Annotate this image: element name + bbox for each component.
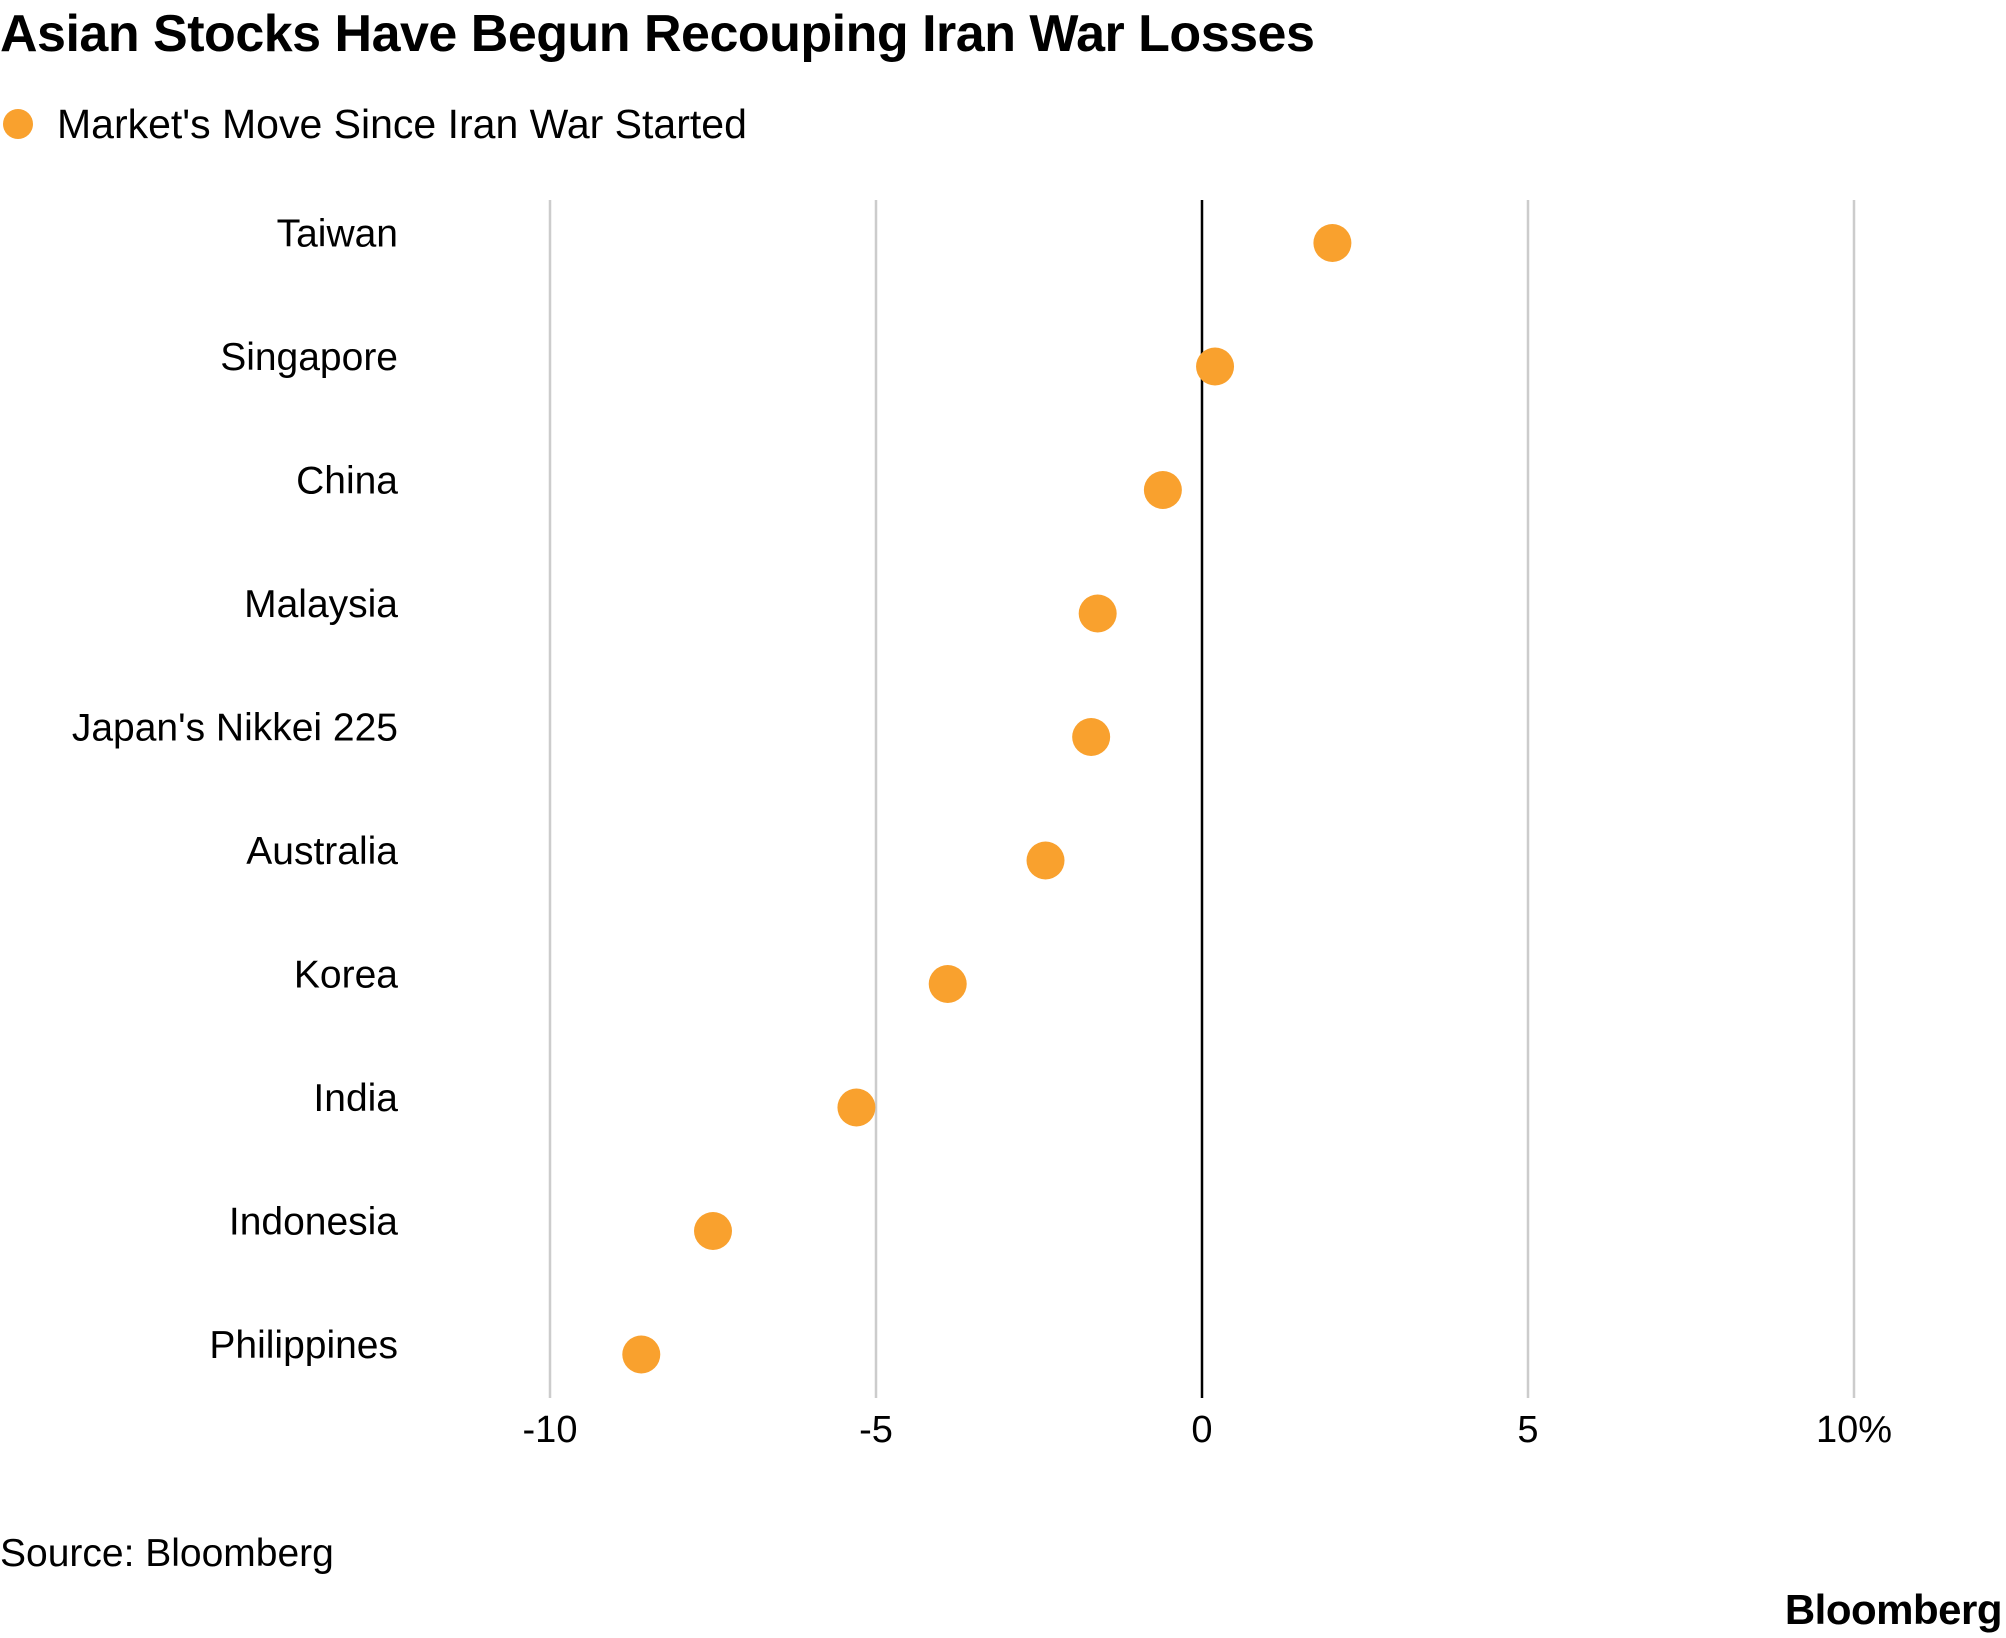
x-tick-label: -5 <box>859 1409 893 1451</box>
gridlines <box>548 200 1856 1398</box>
chart-title: Asian Stocks Have Begun Recouping Iran W… <box>0 5 1315 63</box>
category-label: Malaysia <box>244 583 398 626</box>
x-tick-label: -10 <box>523 1409 578 1451</box>
legend-marker-icon <box>3 109 33 139</box>
legend-label: Market's Move Since Iran War Started <box>57 100 747 147</box>
category-label: Australia <box>246 830 398 873</box>
data-point <box>1313 224 1352 262</box>
data-point <box>1072 718 1111 756</box>
category-label: Korea <box>294 953 398 996</box>
data-point <box>694 1212 732 1250</box>
data-point <box>1196 347 1235 386</box>
category-label: Taiwan <box>277 212 398 255</box>
data-point <box>622 1335 661 1374</box>
data-point <box>928 965 967 1003</box>
x-tick-label: 10% <box>1816 1409 1892 1451</box>
bloomberg-logo: Bloomberg <box>1784 1586 2003 1633</box>
category-label: Philippines <box>209 1324 398 1367</box>
category-labels: Taiwan Singapore China Malaysia Japan's Nikk… <box>72 212 398 1367</box>
x-axis-tick-labels: -10 -5 0 5 10% <box>523 1409 1892 1451</box>
data-point <box>1143 471 1182 509</box>
data-point <box>1026 841 1065 880</box>
category-label: Singapore <box>220 336 398 379</box>
category-label: China <box>296 459 398 502</box>
category-label: India <box>313 1077 398 1120</box>
category-label: Japan's Nikkei 225 <box>72 706 398 749</box>
data-point <box>1078 594 1117 633</box>
x-tick-label: 5 <box>1517 1409 1538 1451</box>
data-point <box>837 1088 876 1127</box>
category-label: Indonesia <box>229 1200 398 1243</box>
legend: Market's Move Since Iran War Started <box>0 96 747 152</box>
data-points <box>622 224 1352 1374</box>
x-tick-label: 0 <box>1191 1409 1212 1451</box>
source-note: Source: Bloomberg <box>0 1532 334 1575</box>
